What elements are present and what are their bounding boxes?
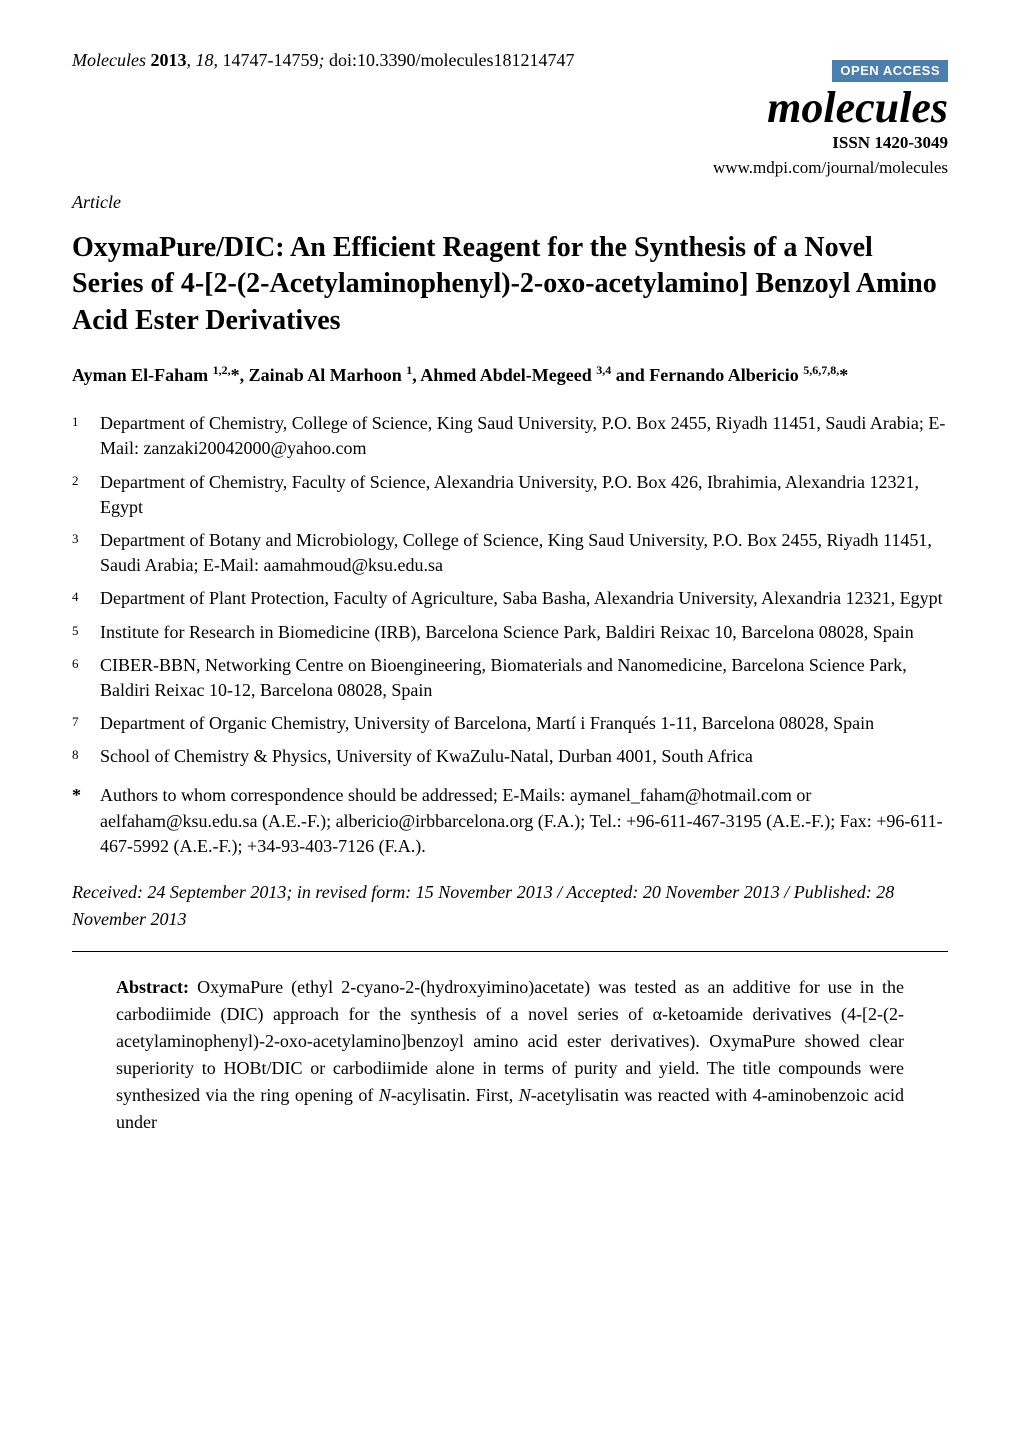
affiliation-item: 2Department of Chemistry, Faculty of Sci… (72, 470, 948, 520)
abstract-text: OxymaPure (ethyl 2-cyano-2-(hydroxyimino… (116, 977, 904, 1132)
abstract: Abstract: OxymaPure (ethyl 2-cyano-2-(hy… (72, 974, 948, 1136)
correspondence-star: * (72, 783, 100, 859)
affiliation-number: 6 (72, 653, 100, 703)
issn: ISSN 1420-3049 (72, 132, 948, 155)
affiliation-item: 3Department of Botany and Microbiology, … (72, 528, 948, 578)
affiliation-number: 7 (72, 711, 100, 736)
correspondence: * Authors to whom correspondence should … (72, 783, 948, 859)
journal-url: www.mdpi.com/journal/molecules (72, 157, 948, 180)
affiliation-list: 1Department of Chemistry, College of Sci… (72, 411, 948, 769)
affiliation-number: 5 (72, 620, 100, 645)
page-range: 14747-14759 (222, 50, 318, 70)
affiliation-number: 8 (72, 744, 100, 769)
correspondence-text: Authors to whom correspondence should be… (100, 783, 948, 859)
article-title: OxymaPure/DIC: An Efficient Reagent for … (72, 230, 948, 339)
affiliation-item: 6CIBER-BBN, Networking Centre on Bioengi… (72, 653, 948, 703)
affiliation-text: Institute for Research in Biomedicine (I… (100, 620, 948, 645)
affiliation-number: 3 (72, 528, 100, 578)
affiliation-text: Department of Plant Protection, Faculty … (100, 586, 948, 611)
affiliation-text: Department of Botany and Microbiology, C… (100, 528, 948, 578)
affiliation-item: 1Department of Chemistry, College of Sci… (72, 411, 948, 461)
open-access-badge: OPEN ACCESS (832, 60, 948, 82)
affiliation-text: School of Chemistry & Physics, Universit… (100, 744, 948, 769)
affiliation-text: Department of Chemistry, College of Scie… (100, 411, 948, 461)
doi: doi:10.3390/molecules181214747 (329, 50, 574, 70)
article-type: Article (72, 190, 948, 214)
divider (72, 951, 948, 952)
affiliation-item: 8School of Chemistry & Physics, Universi… (72, 744, 948, 769)
pub-year: 2013 (150, 50, 186, 70)
journal-abbrev: Molecules (72, 50, 146, 70)
abstract-label: Abstract: (116, 977, 189, 997)
affiliation-item: 4Department of Plant Protection, Faculty… (72, 586, 948, 611)
affiliation-item: 7Department of Organic Chemistry, Univer… (72, 711, 948, 736)
affiliation-number: 1 (72, 411, 100, 461)
affiliation-number: 4 (72, 586, 100, 611)
volume: 18 (195, 50, 213, 70)
affiliation-text: CIBER-BBN, Networking Centre on Bioengin… (100, 653, 948, 703)
affiliation-text: Department of Organic Chemistry, Univers… (100, 711, 948, 736)
author-list: Ayman El-Faham 1,2,*, Zainab Al Marhoon … (72, 361, 948, 389)
article-dates: Received: 24 September 2013; in revised … (72, 879, 948, 933)
affiliation-item: 5Institute for Research in Biomedicine (… (72, 620, 948, 645)
affiliation-number: 2 (72, 470, 100, 520)
affiliation-text: Department of Chemistry, Faculty of Scie… (100, 470, 948, 520)
journal-logo: molecules (72, 86, 948, 130)
